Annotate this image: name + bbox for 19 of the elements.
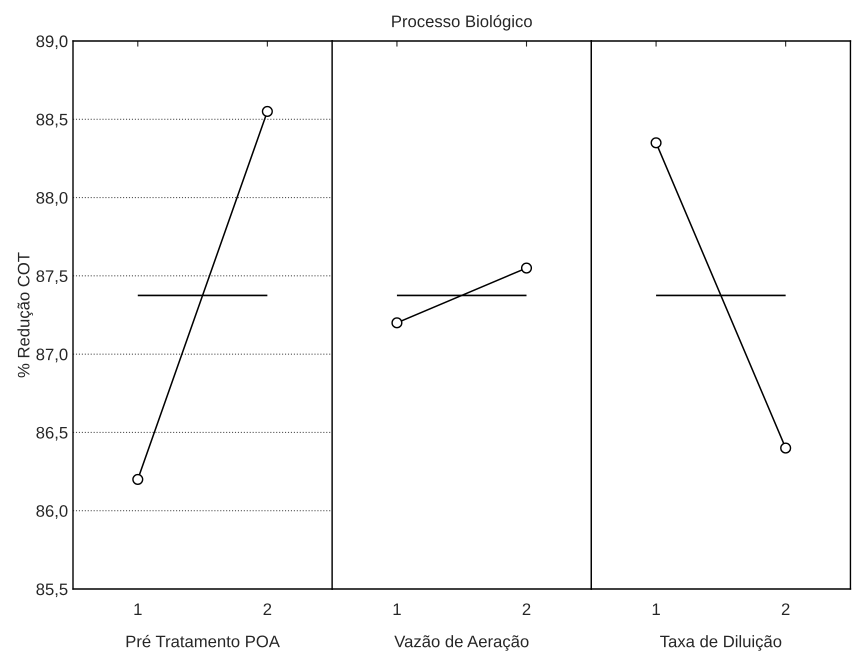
- x-tick-label: 2: [522, 603, 530, 615]
- y-tick-label: 87,0: [36, 348, 68, 362]
- chart-title: Processo Biológico: [392, 14, 532, 31]
- x-tick-label: 2: [782, 603, 790, 615]
- y-tick-label: 86,0: [36, 505, 68, 519]
- x-axis-title: Pré Tratamento POA: [126, 634, 280, 648]
- y-tick-label: 87,5: [36, 270, 68, 284]
- x-tick-label: 2: [264, 603, 272, 615]
- y-tick-label: 88,0: [36, 192, 68, 206]
- y-tick-label: 85,5: [36, 583, 68, 598]
- x-tick-label: 1: [652, 604, 660, 615]
- y-tick-label: 86,5: [36, 426, 68, 441]
- x-axis-title: Vazão de Aeração: [394, 635, 529, 651]
- y-tick-label: 88,5: [36, 114, 68, 128]
- x-tick-label: 1: [134, 604, 142, 615]
- x-axis-title: Taxa de Diluição: [660, 635, 782, 651]
- y-axis-title: % Redução COT: [17, 252, 33, 378]
- y-tick-label: 89,0: [36, 35, 68, 50]
- x-tick-label: 1: [394, 604, 401, 615]
